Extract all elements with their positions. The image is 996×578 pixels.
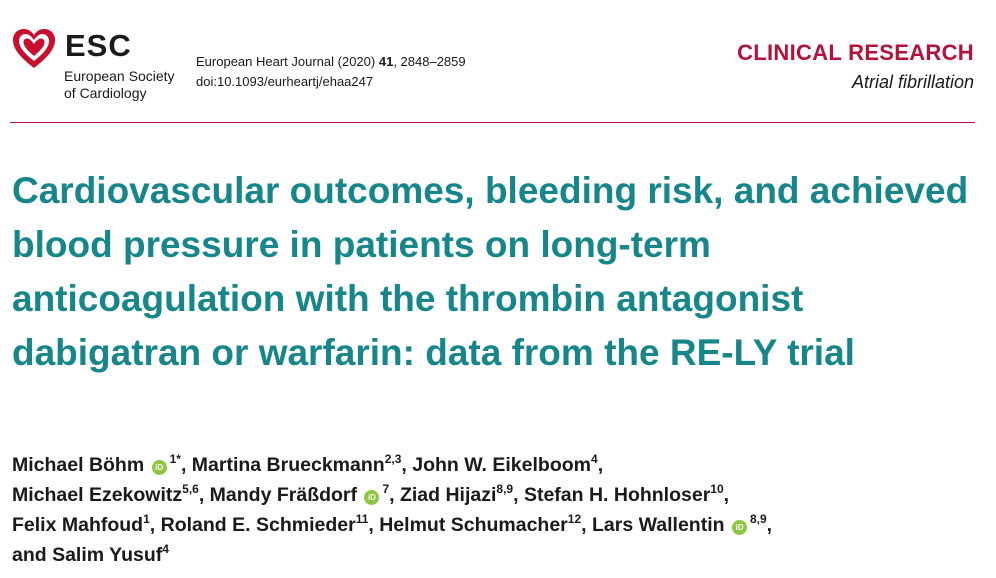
author-separator: , bbox=[389, 484, 400, 506]
author[interactable]: Stefan H. Hohnloser10 bbox=[523, 482, 724, 506]
author-name: Michael Ezekowitz bbox=[12, 484, 183, 506]
society-name: European Society of Cardiology bbox=[64, 68, 204, 102]
author-name: and Salim Yusuf bbox=[12, 544, 163, 566]
orcid-icon[interactable]: iD bbox=[151, 460, 167, 475]
header-divider bbox=[10, 122, 975, 123]
author-list: Michael Böhm iD1*, Martina Brueckmann2,3… bbox=[12, 450, 987, 570]
author-separator: , bbox=[198, 484, 210, 506]
author-affiliation[interactable]: 12 bbox=[567, 512, 582, 526]
author[interactable]: Mandy Fräßdorf iD7 bbox=[209, 482, 390, 506]
article-header: ESC European Society of Cardiology Europ… bbox=[0, 0, 996, 125]
author[interactable]: Ziad Hijazi8,9 bbox=[399, 482, 514, 506]
orcid-icon[interactable]: iD bbox=[364, 490, 380, 505]
article-section: CLINICAL RESEARCH Atrial fibrillation bbox=[737, 40, 974, 93]
author[interactable]: Felix Mahfoud1 bbox=[12, 512, 150, 536]
author-affiliation[interactable]: 7 bbox=[382, 482, 390, 496]
author[interactable]: Roland E. Schmieder11 bbox=[160, 512, 369, 536]
article-title: Cardiovascular outcomes, bleeding risk, … bbox=[12, 170, 969, 373]
author-name: Felix Mahfoud bbox=[12, 514, 144, 536]
author-name: Martina Brueckmann bbox=[191, 454, 385, 476]
author-separator: , bbox=[149, 514, 161, 536]
journal-citation: European Heart Journal (2020) 41, 2848–2… bbox=[196, 52, 466, 92]
journal-name: European Heart Journal (2020) bbox=[196, 54, 376, 69]
journal-pages: , 2848–2859 bbox=[393, 54, 466, 69]
author-separator: , bbox=[401, 454, 413, 476]
author[interactable]: Helmut Schumacher12 bbox=[379, 512, 582, 536]
author-affiliation[interactable]: 4 bbox=[591, 452, 598, 466]
author-separator: , bbox=[581, 514, 592, 536]
society-name-line2: of Cardiology bbox=[64, 85, 147, 101]
author-affiliation[interactable]: 11 bbox=[355, 512, 369, 526]
author-affiliation[interactable]: 10 bbox=[710, 482, 724, 496]
author-name: John W. Eikelboom bbox=[412, 454, 591, 476]
author-separator: , bbox=[513, 484, 524, 506]
author[interactable]: Michael Ezekowitz5,6 bbox=[12, 482, 199, 506]
author[interactable]: and Salim Yusuf4 bbox=[12, 542, 169, 566]
author[interactable]: Lars Wallentin iD8,9 bbox=[591, 512, 767, 536]
author-separator: , bbox=[766, 514, 773, 536]
esc-logo[interactable]: ESC European Society of Cardiology bbox=[10, 26, 190, 106]
author-name: Helmut Schumacher bbox=[379, 514, 568, 536]
author-affiliation[interactable]: 2,3 bbox=[384, 452, 402, 466]
author-separator: , bbox=[597, 454, 604, 476]
author-affiliation[interactable]: 1 bbox=[143, 512, 150, 526]
journal-volume: 41 bbox=[378, 54, 394, 69]
section-title: CLINICAL RESEARCH bbox=[737, 40, 974, 65]
society-abbr: ESC bbox=[65, 28, 132, 63]
author-name: Ziad Hijazi bbox=[399, 484, 497, 506]
author-separator: , bbox=[180, 454, 192, 476]
author[interactable]: John W. Eikelboom4 bbox=[412, 452, 598, 476]
author-affiliation[interactable]: 8,9 bbox=[749, 512, 767, 526]
author-affiliation[interactable]: 1* bbox=[169, 452, 181, 466]
author-separator: , bbox=[368, 514, 380, 536]
author[interactable]: Martina Brueckmann2,3 bbox=[191, 452, 402, 476]
author-name: Mandy Fräßdorf bbox=[209, 484, 358, 506]
author-affiliation[interactable]: 4 bbox=[162, 542, 169, 556]
orcid-icon[interactable]: iD bbox=[731, 520, 747, 535]
author-name: Stefan H. Hohnloser bbox=[523, 484, 711, 506]
heart-logo-icon bbox=[13, 29, 55, 68]
author-separator: , bbox=[723, 484, 730, 506]
author-affiliation[interactable]: 8,9 bbox=[496, 482, 514, 496]
doi[interactable]: doi:10.1093/eurheartj/ehaa247 bbox=[196, 74, 374, 89]
society-name-line1: European Society bbox=[64, 68, 175, 84]
author-name: Roland E. Schmieder bbox=[160, 514, 356, 536]
author-name: Lars Wallentin bbox=[591, 514, 725, 536]
section-subtitle: Atrial fibrillation bbox=[851, 72, 974, 92]
author[interactable]: Michael Böhm iD1* bbox=[12, 452, 181, 476]
author-affiliation[interactable]: 5,6 bbox=[182, 482, 199, 496]
journal-line: European Heart Journal (2020) 41, 2848–2… bbox=[196, 52, 466, 72]
author-name: Michael Böhm bbox=[12, 454, 145, 476]
